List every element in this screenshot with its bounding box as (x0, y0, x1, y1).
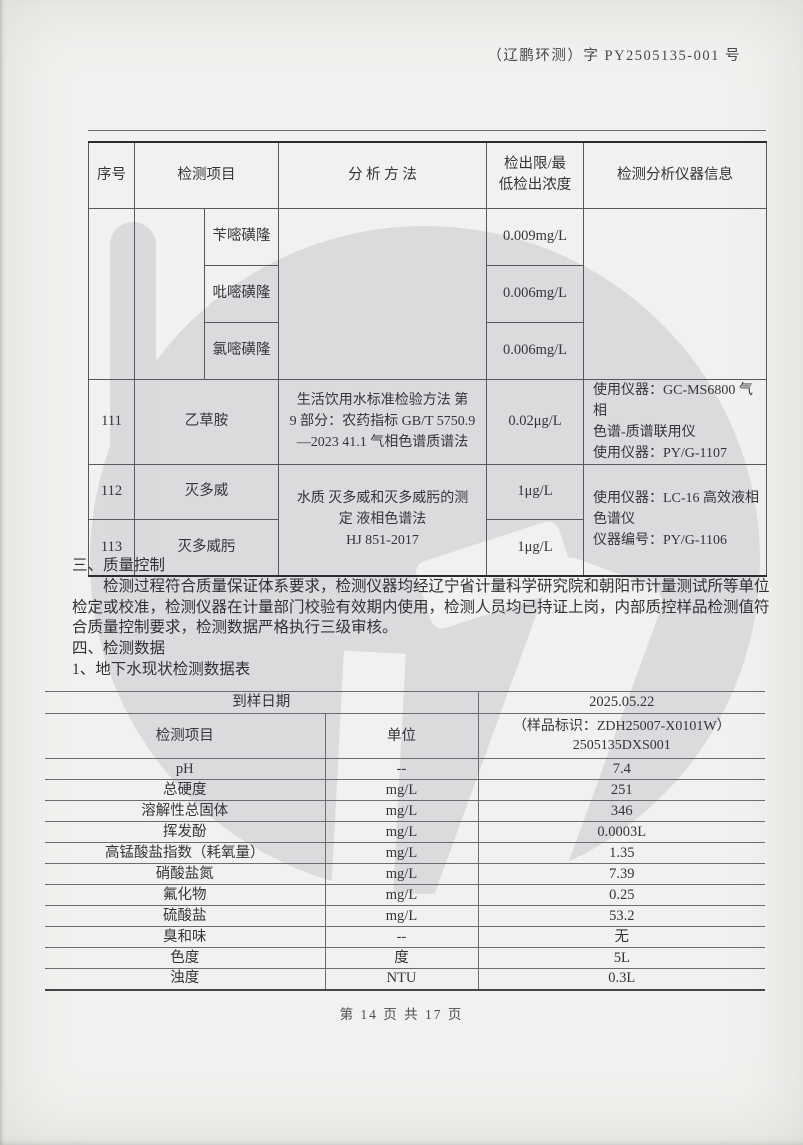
sample-date-value: 2025.05.22 (477, 691, 765, 714)
data-row: 溶解性总固体 mg/L 346 (45, 800, 765, 822)
detection-limit: 0.006mg/L (486, 264, 584, 323)
data-row: 硫酸盐 mg/L 53.2 (45, 905, 765, 927)
index-cell: 113 (88, 518, 135, 577)
index-cell: 112 (88, 463, 135, 520)
parameter-name: 高锰酸盐指数（耗氧量） (45, 842, 325, 864)
data-row: pH -- 7.4 (45, 758, 765, 780)
sample-date-label: 到样日期 (45, 691, 478, 714)
parameter-value: 7.39 (477, 863, 765, 885)
item-name: 苄嘧磺隆 (204, 207, 279, 266)
parameter-name: 臭和味 (45, 926, 325, 948)
parameter-value: 1.35 (477, 842, 765, 864)
method-table-header-row: 序号 检测项目 分 析 方 法 检出限/最 低检出浓度 检测分析仪器信息 (88, 141, 767, 209)
parameter-unit: -- (324, 926, 478, 948)
parameter-unit: mg/L (324, 863, 478, 885)
detection-limit: 0.02μg/L (486, 378, 584, 465)
sample-date-row: 到样日期 2025.05.22 (45, 691, 765, 714)
index-cell: 111 (88, 378, 135, 465)
parameter-name: 氟化物 (45, 884, 325, 906)
item-name: 氯嘧磺隆 (204, 321, 279, 380)
parameter-unit: 度 (324, 947, 478, 969)
instrument-cell-shared: 使用仪器：LC-16 高效液相 色谱仪 仪器编号：PY/G-1106 (583, 463, 767, 577)
item-name: 吡嘧磺隆 (204, 264, 279, 323)
method-row-113: 113 灭多威肟 1μg/L (88, 518, 767, 577)
body-text-block: 三、质量控制 检测过程符合质量保证体系要求，检测仪器均经辽宁省计量科学研究院和朝… (72, 556, 776, 681)
detection-limit: 1μg/L (486, 463, 584, 520)
data-row: 氟化物 mg/L 0.25 (45, 884, 765, 906)
pesticide-row: 苄嘧磺隆 0.009mg/L (88, 207, 767, 380)
instrument-cell: 使用仪器：GC-MS6800 气相 色谱-质谱联用仪 使用仪器：PY/G-110… (583, 378, 767, 465)
item-name: 灭多威 (134, 463, 279, 520)
data-row: 色度 度 5L (45, 947, 765, 969)
parameter-value: 5L (477, 947, 765, 969)
parameter-value: 346 (477, 800, 765, 822)
parameter-value: 0.25 (477, 884, 765, 906)
data-row: 臭和味 -- 无 (45, 926, 765, 948)
method-cell: 生活饮用水标准检验方法 第 9 部分：农药指标 GB/T 5750.9 —202… (278, 378, 487, 465)
parameter-name: 硝酸盐氮 (45, 863, 325, 885)
item-group-cell-empty (134, 207, 205, 380)
qc-paragraph: 检测过程符合质量保证体系要求，检测仪器均经辽宁省计量科学研究院和朝阳市计量测试所… (72, 577, 770, 637)
document-number: （辽鹏环测）字 PY2505135-001 号 (487, 48, 741, 64)
parameter-name: 浊度 (45, 968, 325, 991)
data-table-header-row: 检测项目 单位 （样品标识：ZDH25007-X0101W） 2505135DX… (45, 713, 765, 759)
parameter-name: 溶解性总固体 (45, 800, 325, 822)
parameter-name: pH (45, 758, 325, 780)
detection-limit: 0.006mg/L (486, 321, 584, 380)
header-detection-limit: 检出限/最 低检出浓度 (486, 141, 584, 209)
data-row: 高锰酸盐指数（耗氧量） mg/L 1.35 (45, 842, 765, 864)
item-name: 灭多威肟 (134, 518, 279, 577)
method-cell-empty (278, 207, 487, 380)
parameter-value: 0.0003L (477, 821, 765, 843)
header-item: 检测项目 (134, 141, 279, 209)
parameter-unit: mg/L (324, 842, 478, 864)
pesticide-row: 吡嘧磺隆 0.006mg/L (89, 264, 767, 323)
parameter-unit: mg/L (324, 821, 478, 843)
parameter-value: 251 (477, 779, 765, 801)
method-row-111: 111 乙草胺 生活饮用水标准检验方法 第 9 部分：农药指标 GB/T 575… (88, 378, 767, 465)
method-cell-shared: 水质 灭多威和灭多威肟的测 定 液相色谱法 HJ 851-2017 (278, 463, 487, 577)
parameter-name: 挥发酚 (45, 821, 325, 843)
data-table-subtitle: 1、地下水现状检测数据表 (72, 660, 251, 678)
parameter-unit: NTU (324, 968, 478, 991)
analysis-method-table: 序号 检测项目 分 析 方 法 检出限/最 低检出浓度 检测分析仪器信息 苄嘧磺… (88, 141, 767, 577)
parameter-name: 总硬度 (45, 779, 325, 801)
header-parameter: 检测项目 (45, 713, 325, 759)
data-row: 挥发酚 mg/L 0.0003L (45, 821, 765, 843)
parameter-unit: mg/L (324, 800, 478, 822)
parameter-unit: mg/L (324, 884, 478, 906)
method-row-112: 112 灭多威 水质 灭多威和灭多威肟的测 定 液相色谱法 HJ 851-201… (88, 463, 767, 577)
qc-section-title: 三、质量控制 (72, 557, 166, 574)
table-top-rule (88, 130, 766, 131)
parameter-name: 色度 (45, 947, 325, 969)
parameter-value: 53.2 (477, 905, 765, 927)
data-section-title: 四、检测数据 (72, 640, 166, 658)
page-number: 第 14 页 共 17 页 (339, 1007, 464, 1022)
sample-id-cell: （样品标识：ZDH25007-X0101W） 2505135DXS001 (477, 713, 765, 759)
pesticide-row: 氯嘧磺隆 0.006mg/L (89, 321, 767, 380)
parameter-value: 无 (477, 926, 765, 948)
index-cell-empty (88, 207, 135, 380)
parameter-name: 硫酸盐 (45, 905, 325, 927)
header-index: 序号 (88, 141, 135, 209)
data-row: 总硬度 mg/L 251 (45, 779, 765, 801)
parameter-unit: -- (324, 758, 478, 780)
header-method: 分 析 方 法 (278, 141, 487, 209)
detection-limit: 0.009mg/L (486, 207, 584, 266)
parameter-unit: mg/L (324, 779, 478, 801)
header-instrument: 检测分析仪器信息 (583, 141, 767, 209)
detection-limit: 1μg/L (486, 518, 584, 577)
parameter-unit: mg/L (324, 905, 478, 927)
groundwater-data-table: 到样日期 2025.05.22 检测项目 单位 （样品标识：ZDH25007-X… (45, 691, 765, 991)
parameter-value: 7.4 (477, 758, 765, 780)
instrument-cell-empty (583, 207, 767, 380)
data-row: 硝酸盐氮 mg/L 7.39 (45, 863, 765, 885)
data-row: 浊度 NTU 0.3L (45, 968, 765, 991)
header-unit: 单位 (324, 713, 478, 759)
item-name: 乙草胺 (134, 378, 279, 465)
parameter-value: 0.3L (477, 968, 765, 991)
